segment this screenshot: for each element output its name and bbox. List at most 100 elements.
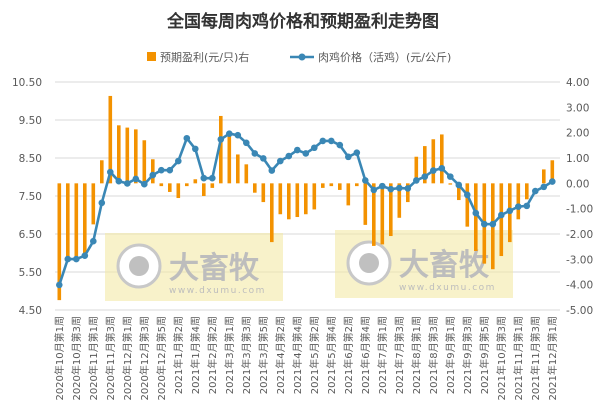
price-point bbox=[371, 187, 378, 194]
x-axis-tick: 2021年7月第3周 bbox=[393, 316, 406, 394]
price-point bbox=[116, 178, 123, 185]
profit-bar bbox=[466, 183, 470, 226]
profit-bar bbox=[287, 183, 291, 219]
price-point bbox=[201, 175, 208, 182]
chart-title: 全国每周肉鸡价格和预期盈利走势图 bbox=[166, 11, 439, 32]
price-point bbox=[218, 136, 225, 143]
x-axis-tick: 2021年9月第3周 bbox=[461, 316, 474, 394]
right-axis-tick: 1.00 bbox=[566, 153, 589, 165]
profit-bar bbox=[296, 183, 300, 217]
price-point bbox=[260, 155, 267, 162]
profit-bar bbox=[338, 183, 342, 190]
x-axis-tick: 2021年6月第2周 bbox=[342, 316, 355, 394]
price-point bbox=[65, 256, 72, 263]
legend-bar-swatch bbox=[147, 52, 156, 61]
price-point bbox=[167, 167, 174, 174]
x-axis-tick: 2021年8月第3周 bbox=[427, 316, 440, 394]
profit-bar bbox=[449, 183, 453, 184]
price-point bbox=[345, 154, 352, 161]
left-axis-tick: 5.50 bbox=[19, 267, 42, 279]
profit-bar bbox=[66, 183, 70, 258]
x-axis-tick: 2021年9月第5周 bbox=[478, 316, 491, 394]
price-point bbox=[124, 180, 131, 187]
profit-bar bbox=[330, 183, 334, 186]
x-axis-tick: 2021年4月第2周 bbox=[274, 316, 287, 394]
profit-bar bbox=[117, 125, 121, 183]
x-axis-tick: 2021年11月第3周 bbox=[529, 316, 542, 401]
price-point bbox=[294, 147, 301, 154]
legend: 预期盈利(元/只)右 肉鸡价格（活鸡）(元/公斤) bbox=[147, 50, 451, 64]
price-point bbox=[90, 238, 97, 245]
left-axis-tick: 9.50 bbox=[19, 115, 42, 127]
profit-bar bbox=[474, 183, 478, 251]
price-point bbox=[447, 173, 454, 180]
profit-bar bbox=[542, 169, 546, 183]
left-axis-tick: 4.50 bbox=[19, 305, 42, 317]
profit-bar bbox=[75, 183, 79, 258]
price-point bbox=[507, 208, 514, 215]
price-point bbox=[422, 173, 429, 180]
price-point bbox=[175, 158, 182, 165]
price-point bbox=[515, 203, 522, 210]
price-point bbox=[209, 175, 216, 182]
price-point bbox=[328, 138, 335, 145]
x-axis-tick: 2020年12月第1周 bbox=[121, 316, 134, 401]
price-point bbox=[396, 185, 403, 192]
price-point bbox=[286, 153, 293, 160]
profit-bar bbox=[185, 183, 189, 186]
price-point bbox=[184, 135, 191, 142]
profit-bar bbox=[92, 183, 96, 224]
x-axis-tick: 2021年2月第2周 bbox=[206, 316, 219, 394]
price-point bbox=[362, 177, 369, 184]
profit-bar bbox=[83, 183, 87, 253]
watermark-brand: 大畜牧 bbox=[399, 248, 490, 283]
price-point bbox=[481, 221, 488, 228]
profit-bar bbox=[517, 183, 521, 219]
price-point bbox=[354, 149, 361, 156]
profit-bar bbox=[500, 183, 504, 256]
legend-line-marker bbox=[299, 54, 306, 61]
x-axis-tick: 2021年7月第1周 bbox=[376, 316, 389, 394]
profit-bar bbox=[432, 139, 436, 183]
x-axis-tick: 2021年1月第4周 bbox=[189, 316, 202, 394]
profit-bar bbox=[100, 160, 104, 183]
x-axis-tick: 2021年5月第4周 bbox=[325, 316, 338, 394]
right-axis: -5.00-4.00-3.00-2.00-1.000.001.002.003.0… bbox=[566, 77, 593, 317]
profit-bar bbox=[202, 183, 206, 196]
profit-bar bbox=[525, 183, 529, 199]
left-axis-tick: 10.50 bbox=[12, 77, 42, 89]
profit-bar bbox=[364, 183, 368, 225]
price-point bbox=[549, 178, 556, 185]
x-axis-tick: 2021年1月第2周 bbox=[172, 316, 185, 394]
profit-bar bbox=[151, 159, 155, 183]
price-point bbox=[498, 212, 505, 219]
price-point bbox=[456, 182, 463, 189]
profit-bar bbox=[177, 183, 181, 198]
profit-bar bbox=[143, 140, 147, 183]
x-axis-tick: 2021年3月第1周 bbox=[223, 316, 236, 394]
right-axis-tick: 2.00 bbox=[566, 128, 589, 140]
price-point bbox=[337, 142, 344, 149]
price-point bbox=[133, 176, 140, 183]
profit-bar bbox=[355, 183, 359, 186]
price-point bbox=[252, 150, 259, 157]
price-point bbox=[226, 130, 233, 137]
x-axis-tick: 2021年3月第3周 bbox=[240, 316, 253, 394]
price-point bbox=[73, 256, 80, 263]
x-axis-tick: 2020年10月第3周 bbox=[70, 316, 83, 401]
price-point bbox=[277, 158, 284, 165]
price-point bbox=[311, 144, 318, 151]
price-point bbox=[150, 172, 157, 179]
watermark-url: www.dxumu.com bbox=[399, 283, 496, 293]
watermark-logo-eye-icon bbox=[129, 256, 149, 276]
profit-bar bbox=[381, 183, 385, 244]
price-point bbox=[158, 167, 165, 174]
left-axis-tick: 6.50 bbox=[19, 229, 42, 241]
left-axis-tick: 7.50 bbox=[19, 191, 42, 203]
price-point bbox=[524, 203, 531, 210]
price-point bbox=[269, 167, 276, 174]
price-point bbox=[388, 186, 395, 193]
legend-line-label: 肉鸡价格（活鸡）(元/公斤) bbox=[318, 50, 451, 64]
